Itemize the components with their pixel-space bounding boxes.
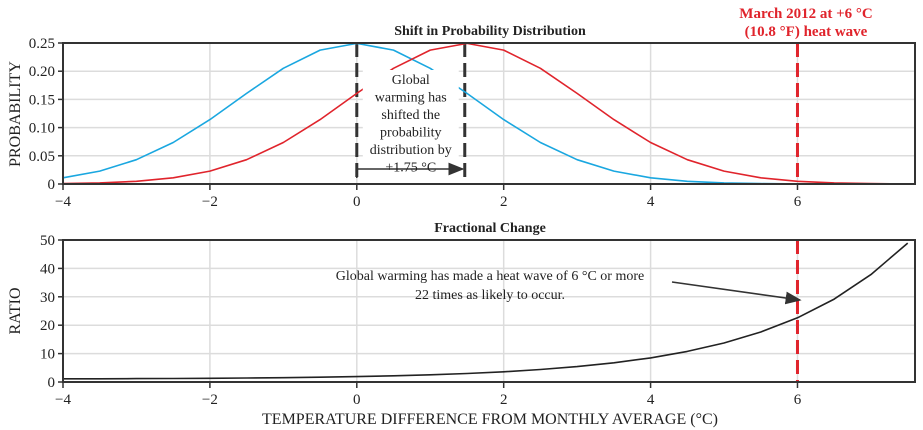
shift-annotation-line: distribution by xyxy=(370,143,452,158)
y-tick-label: 20 xyxy=(40,318,55,334)
x-tick-label: −4 xyxy=(55,194,71,210)
y-tick-label: 0 xyxy=(48,375,56,391)
x-tick-label: −4 xyxy=(55,392,71,408)
bottom-annotation-line1: Global warming has made a heat wave of 6… xyxy=(336,269,644,284)
y-tick-label: 40 xyxy=(40,261,55,277)
y-tick-label: 0.15 xyxy=(29,92,55,108)
baseline-series-line xyxy=(62,42,908,185)
bottom-y-axis-label: RATIO xyxy=(7,287,24,334)
heatwave-label-line1: March 2012 at +6 °C xyxy=(739,6,872,22)
shift-annotation-line: shifted the xyxy=(381,108,440,123)
x-tick-label: −2 xyxy=(202,392,218,408)
y-tick-label: 50 xyxy=(40,233,55,249)
y-tick-label: 0.10 xyxy=(29,121,55,137)
y-tick-label: 0.25 xyxy=(29,36,55,52)
y-tick-label: 0 xyxy=(48,177,56,193)
x-tick-label: 2 xyxy=(500,194,508,210)
probability-panel: −4 −2 0 2 4 6 0 0.05 0.10 0.15 0.20 0.25 Global warmi… xyxy=(29,36,916,210)
shift-annotation-line: +1.75 °C xyxy=(385,161,436,176)
top-chart-title: Shift in Probability Distribution xyxy=(394,24,586,39)
plot-frame xyxy=(62,42,916,185)
ratio-panel: −4 −2 0 2 4 6 0 10 20 30 40 50 xyxy=(40,233,916,408)
y-tick-label: 0.20 xyxy=(29,64,55,80)
bottom-annotation-line2: 22 times as likely to occur. xyxy=(415,288,565,303)
x-tick-label: 6 xyxy=(794,194,802,210)
shift-annotation-line: Global xyxy=(392,73,430,88)
annotation-arrow xyxy=(671,281,802,305)
x-tick-label: 0 xyxy=(353,392,361,408)
shift-annotation-line: warming has xyxy=(375,91,447,106)
x-tick-label: −2 xyxy=(202,194,218,210)
x-tick-label: 2 xyxy=(500,392,508,408)
shifted-series-line xyxy=(62,42,908,185)
x-tick-label: 4 xyxy=(647,194,655,210)
annotation-background xyxy=(362,70,459,178)
plot-frame xyxy=(62,239,916,383)
ratio-series-line xyxy=(63,242,909,380)
y-tick-label: 10 xyxy=(40,347,55,363)
x-tick-label: 6 xyxy=(794,392,802,408)
y-tick-label: 30 xyxy=(40,290,55,306)
heatwave-label-line2: (10.8 °F) heat wave xyxy=(745,24,868,40)
shift-arrow xyxy=(355,162,465,178)
top-y-axis-label: PROBABILITY xyxy=(7,61,24,167)
bottom-chart-title: Fractional Change xyxy=(434,221,546,236)
x-tick-label: 4 xyxy=(647,392,655,408)
y-tick-label: 0.05 xyxy=(29,149,55,165)
shift-annotation-line: probability xyxy=(380,126,441,141)
x-axis-label: TEMPERATURE DIFFERENCE FROM MONTHLY AVER… xyxy=(262,411,718,428)
x-tick-label: 0 xyxy=(353,194,361,210)
